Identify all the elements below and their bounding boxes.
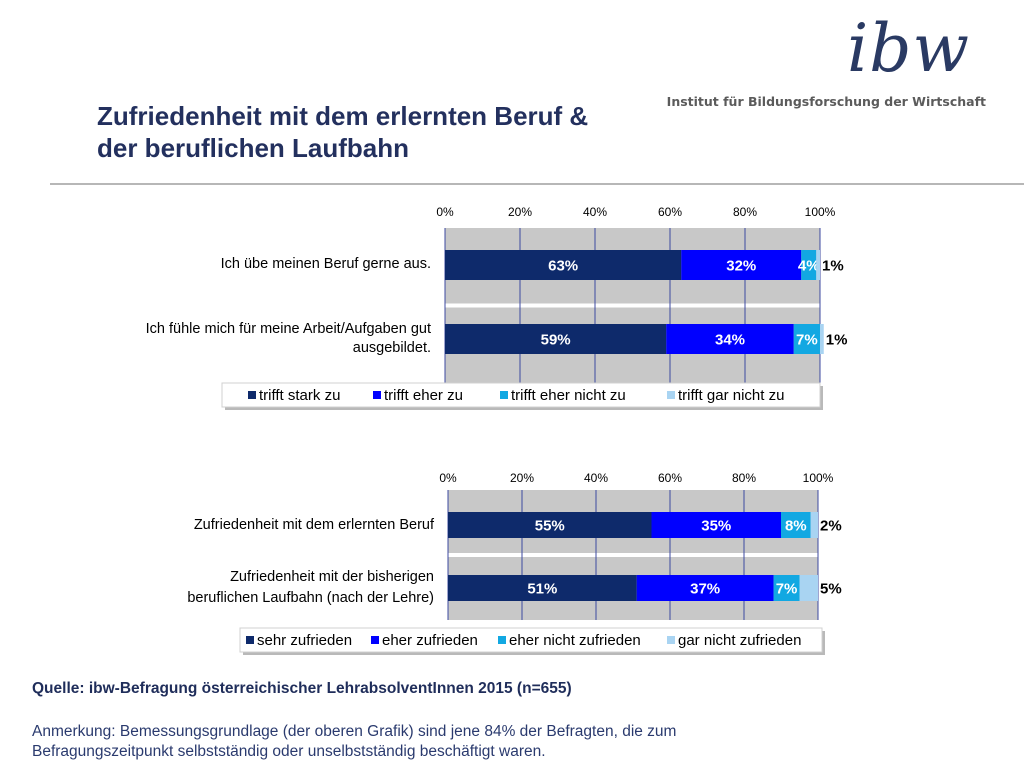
top-data-label: 32% <box>726 258 756 275</box>
top-tick-label: 80% <box>733 205 757 219</box>
bottom-bar-gar-nicht-zufrieden <box>810 512 818 538</box>
top-band-separator <box>445 303 820 308</box>
note-text: Anmerkung: Bemessungsgrundlage (der ober… <box>32 723 677 760</box>
bottom-tick-label: 20% <box>510 471 534 485</box>
bottom-tick-label: 80% <box>732 471 756 485</box>
top-legend-swatch <box>248 391 256 399</box>
title-line-1: Zufriedenheit mit dem erlernten Beruf & <box>97 101 589 131</box>
top-legend-swatch <box>500 391 508 399</box>
top-tick-label: 100% <box>805 205 836 219</box>
bottom-category-label: beruflichen Laufbahn (nach der Lehre) <box>187 590 434 606</box>
top-bar-trifft-eher-nicht-zu <box>801 250 817 280</box>
bottom-tick-label: 0% <box>439 471 457 485</box>
top-data-label: 63% <box>548 258 578 275</box>
header-divider <box>50 183 1024 185</box>
top-bar-trifft-eher-zu <box>681 250 802 280</box>
source-text: Quelle: ibw-Befragung österreichischer L… <box>32 680 572 697</box>
top-legend-swatch <box>667 391 675 399</box>
top-data-label: 59% <box>541 332 571 349</box>
top-bar-trifft-stark-zu <box>445 324 667 354</box>
bottom-bar-eher-nicht-zufrieden <box>773 575 800 601</box>
bottom-data-label: 51% <box>527 581 557 598</box>
top-data-label: 7% <box>796 332 818 349</box>
bottom-legend-swatch <box>667 636 675 644</box>
top-legend-swatch <box>373 391 381 399</box>
bottom-legend-label: sehr zufrieden <box>257 632 352 649</box>
bottom-tick-label: 100% <box>803 471 834 485</box>
bottom-category-label: Zufriedenheit mit der bisherigen <box>230 569 434 585</box>
bottom-data-label: 2% <box>820 518 842 535</box>
top-data-label: 34% <box>715 332 745 349</box>
bottom-bar-sehr-zufrieden <box>448 512 652 538</box>
bottom-legend-swatch <box>371 636 379 644</box>
top-legend-label: trifft gar nicht zu <box>678 387 784 404</box>
top-category-label: Ich übe meinen Beruf gerne aus. <box>221 256 431 272</box>
bottom-tick-label: 60% <box>658 471 682 485</box>
top-bar-trifft-gar-nicht-zu <box>816 250 820 280</box>
bottom-data-label: 55% <box>535 518 565 535</box>
top-category-label: Ich fühle mich für meine Arbeit/Aufgaben… <box>146 321 431 337</box>
top-category-label: ausgebildet. <box>353 340 431 356</box>
bottom-data-label: 37% <box>690 581 720 598</box>
top-legend-label: trifft eher zu <box>384 387 463 404</box>
bottom-legend-swatch <box>246 636 254 644</box>
bottom-bar-eher-zufrieden <box>636 575 774 601</box>
bottom-legend-label: eher nicht zufrieden <box>509 632 641 649</box>
bottom-bar-gar-nicht-zufrieden <box>799 575 818 601</box>
bottom-bar-sehr-zufrieden <box>448 575 637 601</box>
bottom-category-label: Zufriedenheit mit dem erlernten Beruf <box>194 517 435 533</box>
bottom-tick-label: 40% <box>584 471 608 485</box>
top-tick-label: 60% <box>658 205 682 219</box>
logo-wordmark: ibw <box>847 10 970 87</box>
bottom-legend-label: eher zufrieden <box>382 632 478 649</box>
top-data-label: 4% <box>798 258 820 275</box>
top-tick-label: 20% <box>508 205 532 219</box>
bottom-legend-swatch <box>498 636 506 644</box>
logo-subtitle: Institut für Bildungsforschung der Wirts… <box>666 94 986 109</box>
title-line-2: der beruflichen Laufbahn <box>97 133 410 163</box>
top-bar-trifft-eher-nicht-zu <box>793 324 820 354</box>
page-title: Zufriedenheit mit dem erlernten Beruf & … <box>97 100 697 164</box>
top-tick-label: 0% <box>436 205 454 219</box>
bottom-band-separator <box>448 553 818 557</box>
top-data-label: 1% <box>826 332 848 349</box>
bottom-data-label: 7% <box>776 581 798 598</box>
ibw-logo: ibw Institut für Bildungsforschung der W… <box>667 10 992 112</box>
bottom-bar-eher-zufrieden <box>651 512 781 538</box>
top-tick-label: 40% <box>583 205 607 219</box>
top-bar-trifft-gar-nicht-zu <box>820 324 824 354</box>
top-bar-trifft-stark-zu <box>445 250 682 280</box>
top-legend-label: trifft stark zu <box>259 387 340 404</box>
bottom-legend <box>239 627 823 653</box>
bottom-legend-label: gar nicht zufrieden <box>678 632 801 649</box>
bottom-bar-eher-nicht-zufrieden <box>781 512 811 538</box>
top-bar-trifft-eher-zu <box>666 324 794 354</box>
bottom-data-label: 8% <box>785 518 807 535</box>
top-legend <box>221 382 821 408</box>
top-legend-label: trifft eher nicht zu <box>511 387 626 404</box>
bottom-data-label: 5% <box>820 581 842 598</box>
bottom-data-label: 35% <box>701 518 731 535</box>
top-data-label: 1% <box>822 258 844 275</box>
